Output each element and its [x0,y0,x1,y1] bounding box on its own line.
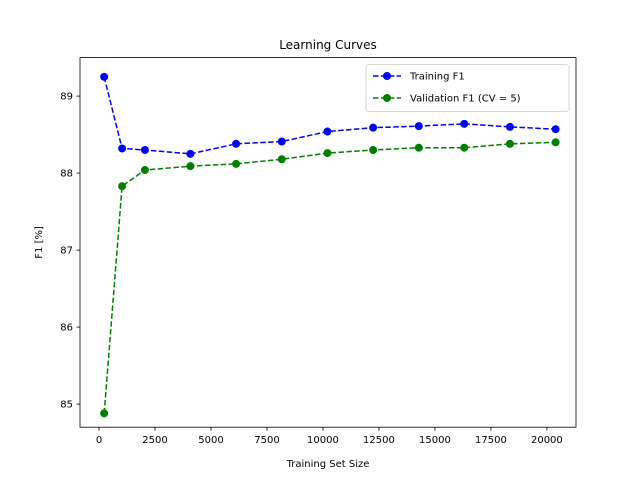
validation-f1-cv-5-point [369,146,378,154]
validation-f1-cv-5-point [140,166,149,175]
chart-title: Learning Curves [279,38,377,52]
training-f1-point [277,137,286,146]
validation-f1-cv-5-point [505,139,514,148]
plot-frame [79,57,577,428]
training-f1-point [118,144,127,153]
x-tick-label: 17500 [475,435,507,446]
validation-f1-cv-5-point [277,155,286,164]
training-f1-point [369,123,378,132]
training-f1-line [103,76,556,155]
y-tick-label: 86 [60,323,73,334]
training-f1-point [100,72,109,81]
validation-f1-cv-5-point [118,182,127,191]
series-layer [100,72,560,418]
y-tick-label: 88 [60,169,73,180]
x-tick-label: 10000 [307,435,339,446]
y-axis-ticks: 85 86 87 88 89 [60,92,80,411]
plot-area [80,57,576,428]
validation-f1-cv-5-point [460,143,469,152]
training-f1-point [232,139,241,148]
legend-training-f1-swatch-marker [383,72,391,80]
validation-f1-cv-5-point [323,149,332,158]
y-tick-label: 85 [60,400,73,411]
y-axis-label: F1 [%] [34,226,45,259]
validation-f1-cv-5-point [232,159,241,168]
x-axis-ticks: 0 2500 5000 7500 10000 12500 15000 17500 20000 [96,427,563,446]
legend-training-f1-label: Training F1 [409,72,465,83]
x-tick-label: 20000 [531,435,563,446]
x-tick-label: 2500 [142,435,167,446]
validation-f1-cv-5-point [100,409,109,418]
y-tick-label: 89 [60,92,73,103]
validation-f1-cv-5-point [551,138,560,147]
validation-f1-cv-5-point [414,143,423,152]
x-tick-label: 15000 [419,435,451,446]
legend-validation-f1-cv-5-swatch-marker [383,94,391,102]
validation-f1-cv-5-line [103,141,556,414]
training-f1-point [460,119,469,128]
training-f1-point [323,127,332,136]
legend-validation-f1-cv-5-label: Validation F1 (CV = 5) [410,94,521,105]
x-tick-label: 12500 [363,435,395,446]
legend: Training F1 Validation F1 (CV = 5) [365,64,570,112]
training-f1-point [414,122,423,131]
training-f1-point [186,149,195,158]
training-f1-point [551,125,560,134]
x-tick-label: 7500 [254,435,279,446]
x-tick-label: 5000 [198,435,223,446]
x-axis-label: Training Set Size [286,459,370,470]
validation-f1-cv-5-point [186,162,195,171]
x-tick-label: 0 [96,435,102,446]
y-tick-label: 87 [60,246,73,257]
training-f1-point [505,122,514,131]
training-f1-point [140,146,149,154]
legend-box [365,64,570,112]
